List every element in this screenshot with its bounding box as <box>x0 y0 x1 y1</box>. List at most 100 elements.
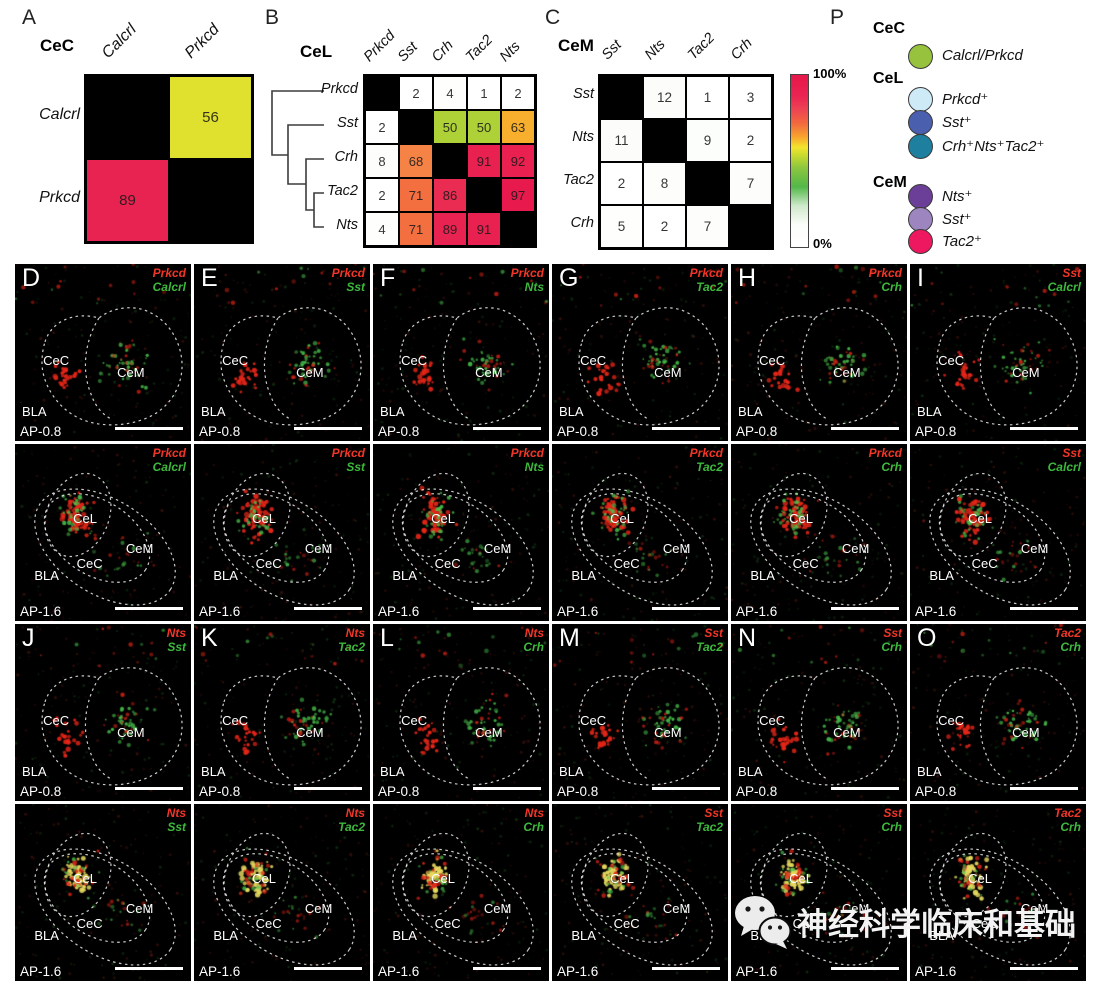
region-label-bla: BLA <box>22 764 47 779</box>
matrix-column-label: Calcrl <box>99 21 142 64</box>
ap-coordinate-label: AP-1.6 <box>20 604 61 619</box>
region-label-cem: CeM <box>842 541 869 556</box>
region-label-bla: BLA <box>559 764 584 779</box>
matrix-column-label: Nts <box>497 38 527 68</box>
ap-coordinate-label: AP-0.8 <box>557 784 598 799</box>
region-label-cec: CeC <box>793 556 819 571</box>
region-label-cem: CeM <box>296 365 323 380</box>
micro-panel-letter: I <box>917 264 924 293</box>
scale-bar <box>294 787 362 791</box>
matrix-cell: 8 <box>365 144 399 178</box>
cec-overlap-matrix: 5689 <box>84 74 254 244</box>
micro-panel-letter: D <box>22 264 40 293</box>
micro-panel: PrkcdCalcrlCeLCeMCeCBLAAP-1.6 <box>15 444 191 621</box>
ap-coordinate-label: AP-0.8 <box>199 784 240 799</box>
channel-labels: NtsSst <box>167 626 186 654</box>
channel-labels: SstCrh <box>881 626 902 654</box>
matrix-cell <box>169 159 252 242</box>
green-channel-gene-label: Crh <box>523 820 544 834</box>
region-label-cel: CeL <box>252 511 276 526</box>
green-channel-gene-label: Tac2 <box>696 640 723 654</box>
matrix-cell <box>686 162 729 205</box>
green-channel-gene-label: Tac2 <box>690 460 723 474</box>
cell-type-color-dot <box>908 134 933 159</box>
micro-panel: NtsSstCeLCeMCeCBLAAP-1.6 <box>15 804 191 981</box>
ap-coordinate-label: AP-1.6 <box>378 964 419 979</box>
watermark-text: 神经科学临床和基础 <box>797 899 1076 944</box>
red-channel-gene-label: Prkcd <box>690 446 723 460</box>
red-channel-gene-label: Prkcd <box>511 446 544 460</box>
micro-panel-letter: O <box>917 624 936 653</box>
region-label-cec: CeC <box>222 353 248 368</box>
channel-labels: NtsCrh <box>523 626 544 654</box>
green-channel-gene-label: Tac2 <box>696 820 723 834</box>
region-label-cec: CeC <box>222 713 248 728</box>
scale-bar <box>473 787 541 791</box>
matrix-cell <box>365 76 399 110</box>
ap-coordinate-label: AP-1.6 <box>199 604 240 619</box>
micro-panel-letter: E <box>201 264 218 293</box>
micro-panel: FPrkcdNtsCeCCeMBLAAP-0.8 <box>373 264 549 441</box>
ap-coordinate-label: AP-1.6 <box>915 604 956 619</box>
panel-b-title: CeL <box>300 42 332 62</box>
ap-coordinate-label: AP-0.8 <box>557 424 598 439</box>
micro-panel-letter: M <box>559 624 580 653</box>
matrix-cell: 4 <box>365 212 399 246</box>
cell-type-label: Prkcd⁺ <box>942 90 988 108</box>
panel-a-title: CeC <box>40 36 74 56</box>
region-label-cem: CeM <box>484 901 511 916</box>
region-label-bla: BLA <box>201 764 226 779</box>
micro-panel: NtsCrhCeLCeMCeCBLAAP-1.6 <box>373 804 549 981</box>
matrix-cell: 1 <box>686 76 729 119</box>
matrix-column-label: Prkcd <box>361 28 401 68</box>
matrix-cell: 12 <box>643 76 686 119</box>
colorbar-min-label: 0% <box>813 236 832 251</box>
region-label-cec: CeC <box>43 353 69 368</box>
cell-type-label: Calcrl/Prkcd <box>942 47 1023 64</box>
green-channel-gene-label: Calcrl <box>153 460 186 474</box>
matrix-row-label: Calcrl <box>2 106 80 124</box>
micro-panel: MSstTac2CeCCeMBLAAP-0.8 <box>552 624 728 801</box>
scale-bar <box>115 427 183 431</box>
cell-type-label: Sst⁺ <box>942 113 972 131</box>
region-label-cec: CeC <box>401 353 427 368</box>
region-label-cec: CeC <box>435 556 461 571</box>
green-channel-gene-label: Crh <box>869 280 902 294</box>
micro-panel-letter: K <box>201 624 218 653</box>
micro-panel-letter: J <box>22 624 35 653</box>
scale-bar <box>294 427 362 431</box>
region-label-cec: CeC <box>614 556 640 571</box>
region-label-cem: CeM <box>654 725 681 740</box>
cel-overlap-matrix: 24122505063868919227186974718991 <box>363 74 537 248</box>
region-label-cel: CeL <box>73 511 97 526</box>
red-channel-gene-label: Nts <box>338 806 365 820</box>
matrix-cell: 3 <box>729 76 772 119</box>
green-channel-gene-label: Crh <box>523 640 544 654</box>
region-label-bla: BLA <box>571 568 596 583</box>
scale-bar <box>652 967 720 971</box>
green-channel-gene-label: Calcrl <box>1048 460 1081 474</box>
cell-type-label: Tac2⁺ <box>942 232 982 250</box>
region-label-bla: BLA <box>917 404 942 419</box>
ap-coordinate-label: AP-1.6 <box>199 964 240 979</box>
matrix-cell <box>433 144 467 178</box>
ap-coordinate-label: AP-1.6 <box>915 964 956 979</box>
channel-labels: SstCalcrl <box>1048 446 1081 474</box>
red-channel-gene-label: Sst <box>1048 446 1081 460</box>
micro-panel: LNtsCrhCeCCeMBLAAP-0.8 <box>373 624 549 801</box>
channel-labels: NtsTac2 <box>338 806 365 834</box>
matrix-row-label: Tac2 <box>514 172 594 188</box>
red-channel-gene-label: Prkcd <box>690 266 723 280</box>
region-label-bla: BLA <box>750 568 775 583</box>
matrix-row-label: Crh <box>514 215 594 231</box>
cell-type-legend: CeCCalcrl/PrkcdCeLPrkcd⁺Sst⁺Crh⁺Nts⁺Tac2… <box>830 0 1095 262</box>
green-channel-gene-label: Crh <box>1054 820 1081 834</box>
region-label-bla: BLA <box>201 404 226 419</box>
region-label-cel: CeL <box>73 871 97 886</box>
cem-overlap-matrix: 12131192287527 <box>598 74 774 250</box>
region-label-bla: BLA <box>380 404 405 419</box>
region-label-cem: CeM <box>126 901 153 916</box>
channel-labels: PrkcdTac2 <box>690 446 723 474</box>
scale-bar <box>294 607 362 611</box>
green-channel-gene-label: Calcrl <box>153 280 186 294</box>
